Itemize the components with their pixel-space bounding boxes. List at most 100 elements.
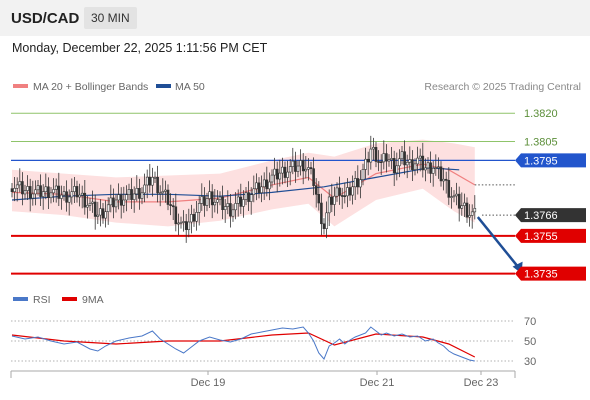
candle [369, 135, 373, 170]
candle [200, 183, 204, 211]
candle-body [249, 194, 253, 202]
candle-body [70, 191, 74, 198]
candle [31, 180, 35, 206]
candle-body [452, 195, 456, 198]
candle [400, 146, 404, 165]
level-label: 1.3820 [524, 108, 558, 120]
candle [203, 187, 206, 217]
candle-body [93, 201, 97, 217]
candle [463, 193, 466, 217]
candle [283, 161, 287, 184]
candle-body [148, 176, 152, 186]
level-tags-layer: 1.3820 1.3805 1.3795 1.3766 1.3755 1.3735 [515, 108, 586, 281]
candle [359, 170, 362, 199]
candle-body [465, 202, 469, 218]
candle [218, 191, 222, 206]
candle-body [431, 167, 435, 174]
candle-body [210, 191, 214, 206]
candle [229, 194, 232, 228]
candle-body [57, 185, 61, 199]
candle-body [99, 208, 102, 216]
candle-body [132, 193, 136, 200]
candle-body [418, 155, 422, 159]
candle [465, 197, 469, 223]
candle-body [166, 189, 170, 205]
level-tag [515, 153, 586, 168]
candle-body [75, 186, 79, 198]
candle-body [309, 167, 313, 169]
candle [18, 168, 22, 193]
candle-body [455, 193, 458, 197]
level-tag-label: 1.3766 [524, 210, 558, 222]
candle-body [208, 191, 211, 199]
candle [320, 193, 323, 236]
candle-body [190, 214, 193, 223]
candle [364, 147, 367, 179]
candle-body [114, 199, 118, 208]
x-tick-label: Dec 21 [360, 377, 395, 389]
candle [314, 178, 318, 208]
timeframe-button[interactable]: 30 MIN [84, 7, 137, 29]
candle-body [317, 194, 321, 204]
candle-body [65, 191, 68, 203]
candle [226, 190, 230, 215]
candle [86, 195, 89, 219]
candle-body [80, 192, 84, 196]
bollinger-band-fill [12, 139, 475, 227]
rsi-ma-line [11, 332, 476, 358]
candle-body [366, 158, 370, 163]
candle-body [192, 214, 196, 222]
candle [374, 141, 378, 168]
candle [325, 201, 328, 239]
candle [361, 163, 365, 186]
candle [93, 194, 97, 230]
candle-body [229, 203, 232, 217]
candle [127, 183, 131, 201]
candle [21, 172, 24, 206]
candle [135, 175, 139, 202]
candle-body [346, 187, 349, 197]
candle-body [390, 158, 393, 161]
candle [288, 159, 292, 186]
candle-body [182, 221, 185, 223]
bollinger-band-layer [12, 139, 475, 227]
candle-body [330, 196, 334, 205]
candle-body [54, 185, 58, 190]
candle-body [158, 192, 162, 195]
candle [23, 184, 27, 200]
candle [234, 192, 237, 220]
candle [351, 175, 354, 205]
candle [309, 161, 313, 175]
candle [330, 183, 334, 213]
candle-body [10, 188, 14, 192]
candle-body [377, 161, 380, 163]
chart-header: USD/CAD 30 MIN [0, 0, 590, 36]
candle [340, 187, 344, 209]
candle-body [437, 166, 440, 169]
candle-body [122, 199, 126, 206]
candle [148, 163, 152, 193]
candle [312, 157, 315, 196]
candle [13, 176, 16, 202]
candle [434, 154, 438, 176]
candle-body [426, 162, 430, 169]
candle [296, 160, 300, 178]
candle [317, 181, 321, 211]
candle-body [31, 193, 35, 199]
candle-body [161, 191, 165, 194]
level-tag [515, 228, 586, 243]
candle-body [164, 189, 167, 192]
candle [161, 178, 165, 201]
candle [119, 187, 123, 219]
candle-body [23, 190, 27, 195]
candle-body [374, 147, 378, 162]
candle [192, 208, 196, 227]
level-label: 1.3805 [524, 137, 558, 149]
candle-body [179, 221, 183, 224]
candle [153, 171, 157, 184]
candle-body [470, 211, 474, 216]
candle-body [398, 158, 401, 167]
candle-body [442, 178, 445, 182]
candle-body [322, 223, 326, 229]
rsi-ma-legend-label: 9MA [82, 294, 104, 306]
